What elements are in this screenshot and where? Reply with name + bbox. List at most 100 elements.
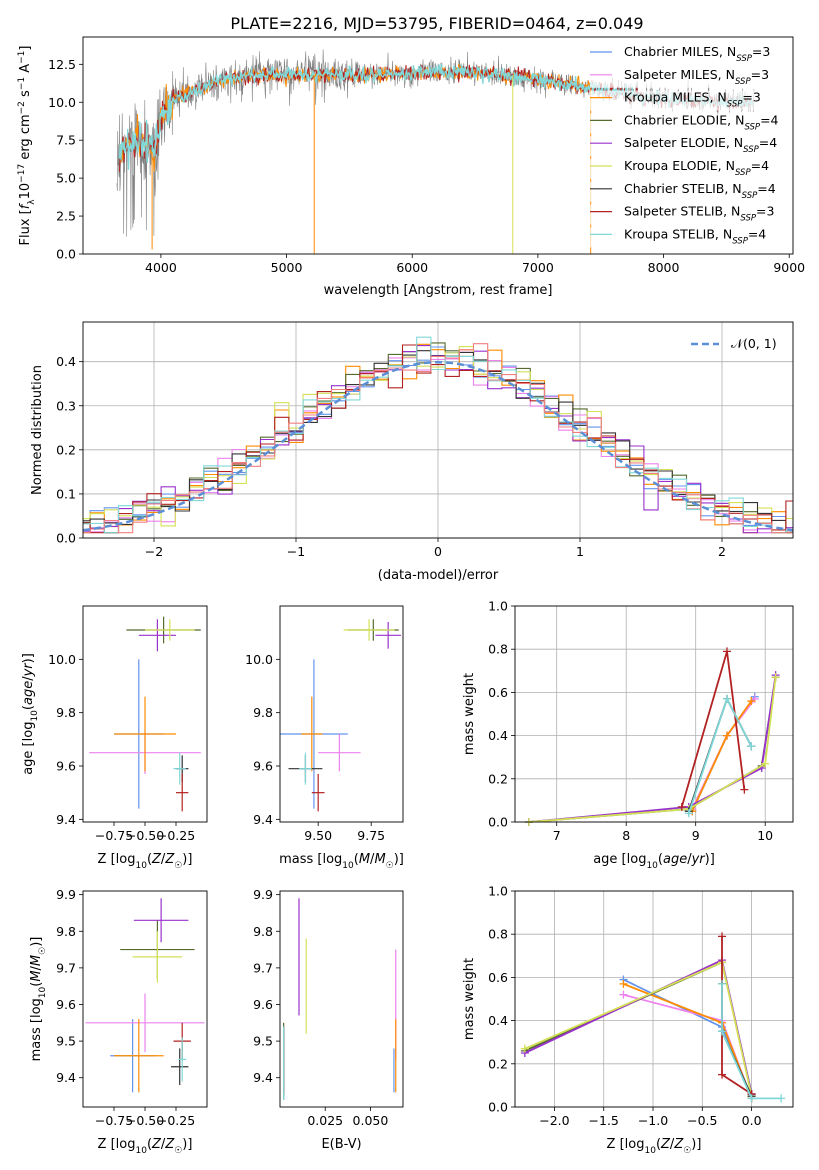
series-marker [771, 673, 780, 682]
series-marker [677, 802, 686, 811]
y-tick-label: 9.6 [56, 997, 76, 1012]
y-tick-label: 9.5 [253, 1034, 273, 1049]
histogram-series [83, 345, 793, 534]
y-tick-label: 9.6 [56, 759, 76, 774]
spectrum-axes: 4000 5000 6000 7000 8000 9000 0.0 2.5 5.0 7.5 10.0… [48, 57, 805, 275]
legend-label: Kroupa MILES, NSSP=3 [624, 90, 761, 110]
errorbar-point [171, 1048, 189, 1086]
series-line [680, 651, 746, 808]
legend-label: Salpeter STELIB, NSSP=3 [624, 204, 774, 224]
series-marker [718, 979, 727, 988]
x-tick-label: 7000 [522, 260, 554, 275]
x-tick-label: 6000 [396, 260, 428, 275]
x-tick-label: −0.75 [95, 828, 133, 843]
series-marker [747, 697, 756, 706]
x-axis-label: mass [log10(M/M☉)] [279, 852, 404, 871]
errorbar-point [375, 622, 401, 649]
series-line [691, 700, 753, 812]
x-axis-label: wavelength [Angstrom, rest frame] [324, 283, 553, 298]
x-axis-label: Z [log10(Z/Z☉)] [607, 1137, 702, 1156]
errorbar-point [311, 774, 325, 812]
y-tick-label: 0.2 [56, 442, 76, 457]
y-axis-label: mass weight [462, 958, 477, 1040]
line-series [520, 958, 756, 1099]
y-axis-label: mass [log10(M/M☉)] [29, 937, 48, 1062]
errorbar-point [133, 898, 189, 943]
errorbar-point [132, 931, 183, 983]
x-tick-label: −1.0 [638, 1113, 668, 1128]
legend-bg [590, 67, 793, 88]
x-tick-label: 9.50 [304, 828, 332, 843]
x-tick-label: −1 [287, 544, 305, 559]
x-tick-label: −1.5 [589, 1113, 619, 1128]
series-marker [722, 694, 731, 703]
series-line [524, 958, 753, 1095]
y-tick-label: 10.0 [48, 652, 76, 667]
age-mass-frame [279, 605, 404, 823]
mw-age-axes: 7 8 9 10 0.0 0.2 0.4 0.6 0.8 1.0 [488, 599, 793, 843]
mw-Z-frame [514, 890, 794, 1108]
y-tick-label: 9.8 [56, 705, 76, 720]
age-mass-axes: 9.50 9.75 9.4 9.6 9.8 10.0 [245, 652, 385, 843]
x-tick-label: 0.025 [307, 1113, 343, 1128]
line-series [619, 990, 756, 1103]
x-tick-label: 8000 [648, 260, 680, 275]
y-axis-label: age [log10(age/yr)] [21, 653, 40, 775]
histogram-series [83, 336, 793, 534]
line-series [520, 958, 756, 1101]
x-tick-label: −2 [145, 544, 163, 559]
legend-label: 𝒩(0, 1) [731, 336, 777, 351]
legend-bg [590, 113, 793, 134]
y-tick-label: 0.0 [56, 247, 76, 262]
x-tick-label: 10 [757, 828, 773, 843]
errorbar-point [318, 734, 361, 772]
histogram-series [83, 346, 793, 534]
errorbar-point [176, 774, 189, 812]
series-marker [747, 1094, 756, 1103]
y-tick-label: 0.0 [56, 531, 76, 546]
y-tick-label: 0.2 [488, 771, 508, 786]
y-tick-label: 1.0 [488, 599, 508, 614]
y-tick-label: 9.7 [253, 960, 273, 975]
y-tick-label: 0.6 [488, 970, 508, 985]
line-series [524, 671, 780, 826]
y-tick-label: 9.4 [56, 1070, 76, 1085]
y-tick-label: 10.0 [48, 95, 76, 110]
y-axis-label: Normed distribution [30, 365, 45, 495]
y-tick-label: 12.5 [48, 57, 76, 72]
series-line [528, 677, 777, 823]
x-axis-label: Z [log10(Z/Z☉)] [98, 852, 193, 871]
spectrum-frame [82, 36, 794, 255]
x-tick-label: −0.25 [157, 1113, 195, 1128]
x-axis-label: E(B-V) [321, 1137, 361, 1152]
legend-bg [590, 204, 793, 225]
legend-label: Salpeter ELODIE, NSSP=4 [624, 135, 777, 155]
x-tick-label: −0.25 [157, 828, 195, 843]
series-marker [684, 809, 693, 818]
line-series [677, 647, 749, 811]
errorbar-point [299, 752, 312, 785]
y-tick-label: 9.6 [253, 997, 273, 1012]
y-tick-label: 9.8 [253, 924, 273, 939]
y-tick-label: 9.8 [253, 705, 273, 720]
y-axis-label: mass weight [462, 673, 477, 755]
y-tick-label: 0.0 [488, 1100, 508, 1115]
series-line [691, 696, 756, 812]
residuals-frame [82, 321, 794, 539]
series-marker [722, 647, 731, 656]
line-series [524, 673, 780, 826]
histogram-series [83, 343, 793, 534]
y-tick-label: 0.6 [488, 685, 508, 700]
x-tick-label: 8 [622, 828, 630, 843]
errorbar-point [114, 696, 176, 772]
y-tick-label: 0.3 [56, 398, 76, 413]
y-tick-label: 1.0 [488, 884, 508, 899]
series-marker [718, 932, 727, 941]
series-marker [747, 742, 756, 751]
x-tick-label: 1 [576, 544, 584, 559]
y-tick-label: 7.5 [56, 133, 76, 148]
x-tick-label: 2 [718, 544, 726, 559]
age-Z-frame [82, 605, 208, 823]
age-Z-axes: −0.75−0.50−0.25 9.4 9.6 9.8 10.0 [48, 652, 195, 843]
